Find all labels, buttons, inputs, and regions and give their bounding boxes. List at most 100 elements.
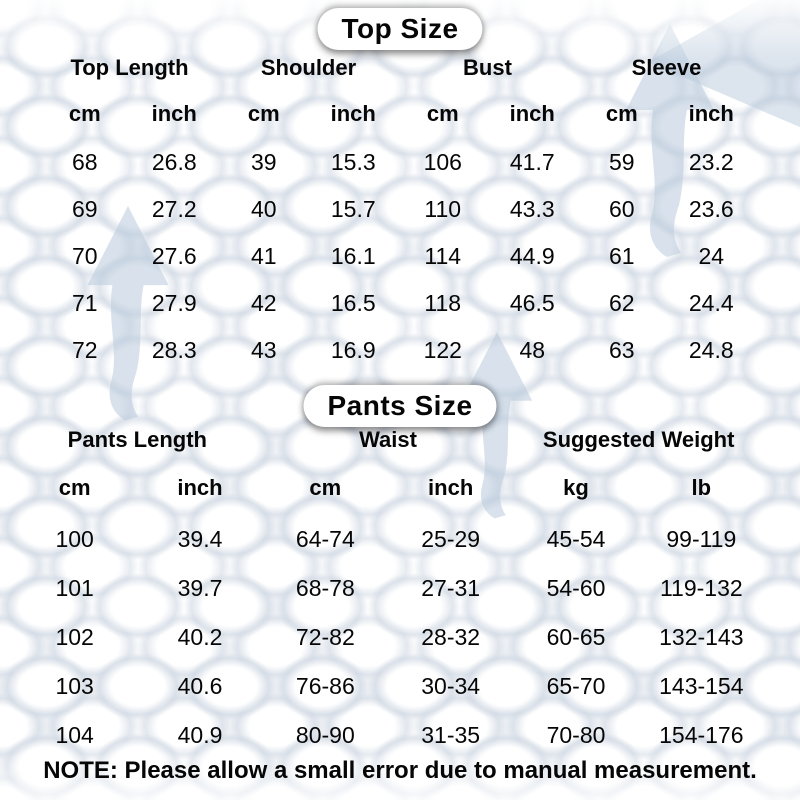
table-cell: 99-119 xyxy=(666,526,737,552)
table-cell: 45-54 xyxy=(546,526,606,552)
unit-header: inch xyxy=(330,100,376,126)
table-cell: 40.6 xyxy=(177,673,223,699)
table-cell: 31-35 xyxy=(421,722,481,748)
table-cell: 30-34 xyxy=(421,673,481,699)
table-cell: 54-60 xyxy=(546,575,606,601)
table-cell: 15.7 xyxy=(330,196,376,222)
table-cell: 40 xyxy=(250,196,277,222)
table-cell: 72 xyxy=(71,337,98,363)
column-group-label: Shoulder xyxy=(260,55,357,80)
unit-header: inch xyxy=(688,100,734,126)
table-cell: 41.7 xyxy=(509,149,555,175)
unit-header: cm xyxy=(68,100,101,126)
table-cell: 24.4 xyxy=(688,290,734,316)
table-cell: 101 xyxy=(55,575,94,601)
top-size-table: Top Length Shoulder Bust Sleeve cm inch cm inch… xyxy=(40,48,756,374)
table-cell: 106 xyxy=(423,149,462,175)
table-cell: 26.8 xyxy=(151,149,197,175)
column-group-label: Suggested Weight xyxy=(542,427,735,452)
table-cell: 69 xyxy=(71,196,98,222)
table-cell: 76-86 xyxy=(295,673,355,699)
unit-header: cm xyxy=(605,100,638,126)
table-cell: 143-154 xyxy=(659,673,744,699)
column-group-label: Pants Length xyxy=(67,427,207,452)
table-cell: 72-82 xyxy=(295,624,355,650)
table-cell: 16.5 xyxy=(330,290,376,316)
table-cell: 70 xyxy=(71,243,98,269)
table-cell: 16.1 xyxy=(330,243,376,269)
table-cell: 154-176 xyxy=(659,722,744,748)
table-cell: 27.6 xyxy=(151,243,197,269)
table-cell: 24 xyxy=(698,243,725,269)
table-cell: 23.6 xyxy=(688,196,734,222)
table-cell: 59 xyxy=(608,149,635,175)
table-cell: 39.4 xyxy=(177,526,223,552)
table-cell: 43.3 xyxy=(509,196,555,222)
table-cell: 104 xyxy=(55,722,94,748)
bottom-fade-overlay xyxy=(0,748,800,800)
table-cell: 119-132 xyxy=(659,575,743,601)
table-cell: 70-80 xyxy=(546,722,606,748)
unit-header: inch xyxy=(428,474,474,500)
table-cell: 27.9 xyxy=(151,290,197,316)
unit-header: cm xyxy=(247,100,280,126)
pants-size-table: Pants Length Waist Suggested Weight cm inch c… xyxy=(12,420,764,760)
table-cell: 42 xyxy=(250,290,277,316)
table-cell: 39 xyxy=(250,149,277,175)
table-cell: 39.7 xyxy=(177,575,223,601)
table-cell: 60-65 xyxy=(546,624,606,650)
table-cell: 63 xyxy=(608,337,635,363)
unit-header: kg xyxy=(563,474,589,500)
table-cell: 68 xyxy=(71,149,98,175)
table-cell: 16.9 xyxy=(330,337,376,363)
table-cell: 60 xyxy=(608,196,635,222)
pants-size-title-label: Pants Size xyxy=(327,390,473,421)
table-cell: 44.9 xyxy=(509,243,555,269)
unit-header: inch xyxy=(177,474,223,500)
column-group-label: Sleeve xyxy=(631,55,702,80)
table-cell: 46.5 xyxy=(509,290,555,316)
table-cell: 64-74 xyxy=(295,526,355,552)
measurement-note: NOTE: Please allow a small error due to … xyxy=(43,757,757,784)
top-size-title-label: Top Size xyxy=(341,13,459,44)
unit-header: cm xyxy=(58,474,91,500)
table-cell: 68-78 xyxy=(295,575,355,601)
table-cell: 80-90 xyxy=(295,722,355,748)
unit-header: inch xyxy=(151,100,197,126)
top-size-title: Top Size xyxy=(317,8,483,50)
table-cell: 40.2 xyxy=(177,624,223,650)
table-cell: 114 xyxy=(424,243,462,269)
table-cell: 40.9 xyxy=(177,722,223,748)
table-cell: 61 xyxy=(608,243,635,269)
table-cell: 24.8 xyxy=(688,337,734,363)
table-cell: 132-143 xyxy=(659,624,744,650)
column-group-label: Waist xyxy=(359,427,417,452)
table-cell: 110 xyxy=(424,196,462,222)
unit-header: cm xyxy=(309,474,342,500)
pants-size-title: Pants Size xyxy=(303,385,497,427)
table-cell: 28-32 xyxy=(421,624,481,650)
table-cell: 15.3 xyxy=(330,149,376,175)
table-cell: 65-70 xyxy=(546,673,606,699)
table-cell: 100 xyxy=(55,526,94,552)
column-group-label: Bust xyxy=(463,55,512,80)
unit-header: cm xyxy=(426,100,459,126)
table-cell: 41 xyxy=(250,243,277,269)
table-cell: 62 xyxy=(608,290,635,316)
table-cell: 48 xyxy=(519,337,546,363)
table-cell: 71 xyxy=(71,290,98,316)
table-cell: 43 xyxy=(250,337,277,363)
table-cell: 27.2 xyxy=(151,196,197,222)
table-cell: 23.2 xyxy=(688,149,734,175)
table-cell: 122 xyxy=(423,337,462,363)
unit-header: inch xyxy=(509,100,555,126)
table-cell: 118 xyxy=(424,290,462,316)
table-cell: 102 xyxy=(55,624,94,650)
table-cell: 28.3 xyxy=(151,337,197,363)
table-cell: 27-31 xyxy=(421,575,481,601)
unit-header: lb xyxy=(691,474,712,500)
column-group-label: Top Length xyxy=(70,55,189,80)
table-cell: 25-29 xyxy=(421,526,481,552)
table-cell: 103 xyxy=(55,673,94,699)
